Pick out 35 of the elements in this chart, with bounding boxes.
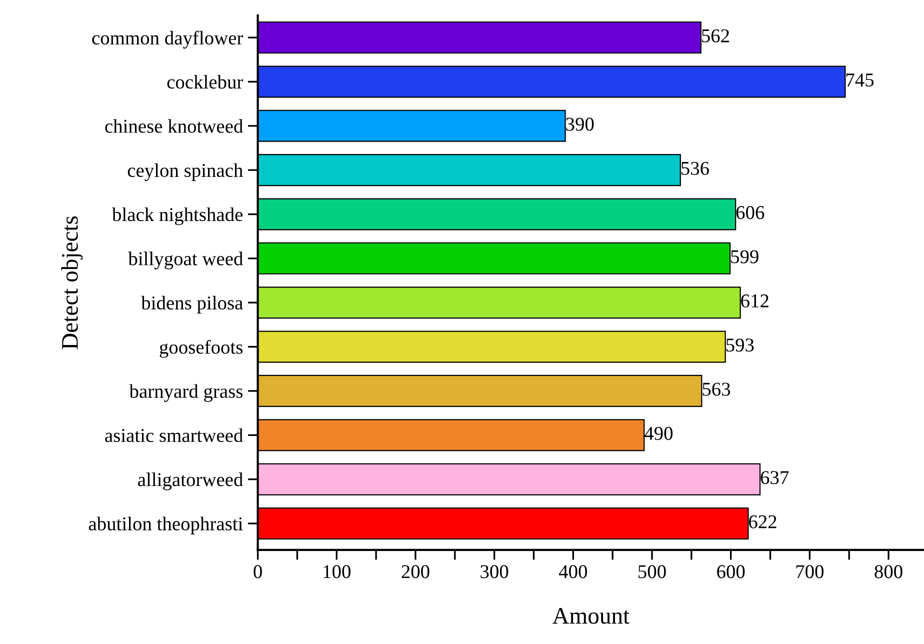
data-label: 490 xyxy=(644,426,673,440)
y-tick-label: chinese knotweed xyxy=(105,119,243,133)
data-label: 637 xyxy=(760,471,789,484)
data-label: 606 xyxy=(736,206,764,220)
y-tick-label: cocklebur xyxy=(167,74,244,89)
x-tick-label: 600 xyxy=(717,565,745,578)
data-label: 612 xyxy=(741,294,768,308)
x-tick-label: 700 xyxy=(796,565,824,578)
y-axis-title: Detect objects xyxy=(61,216,83,350)
data-label: 599 xyxy=(731,250,758,264)
y-tick-label: alligatorweed xyxy=(138,472,243,490)
y-tick-label: common dayflower xyxy=(92,30,244,49)
x-tick-label: 500 xyxy=(638,565,666,578)
x-tick-label: 100 xyxy=(324,565,350,578)
x-axis-title: Amount xyxy=(552,608,630,624)
x-tick-label: 800 xyxy=(874,565,902,578)
y-tick-label: abutilon theophrasti xyxy=(88,516,243,534)
y-tick-label: goosefoots xyxy=(160,340,243,358)
data-label: 745 xyxy=(846,74,874,87)
x-tick-label: 0 xyxy=(254,565,262,578)
data-label: 593 xyxy=(726,338,754,352)
y-tick-label: barnyard grass xyxy=(129,384,243,402)
y-tick-label: ceylon spinach xyxy=(128,163,243,182)
y-tick-label: black nightshade xyxy=(112,208,243,226)
data-label: 622 xyxy=(749,515,776,528)
y-tick-label: asiatic smartweed xyxy=(105,428,243,442)
y-tick-label: billygoat weed xyxy=(128,252,243,270)
x-tick-label: 300 xyxy=(480,565,508,578)
x-tick-label: 400 xyxy=(558,565,587,578)
x-tick-label: 200 xyxy=(402,565,430,578)
data-label: 563 xyxy=(702,382,730,396)
y-tick-label: bidens pilosa xyxy=(141,296,243,314)
data-label: 536 xyxy=(682,162,709,175)
data-label: 390 xyxy=(566,118,594,131)
data-label: 562 xyxy=(702,29,729,42)
